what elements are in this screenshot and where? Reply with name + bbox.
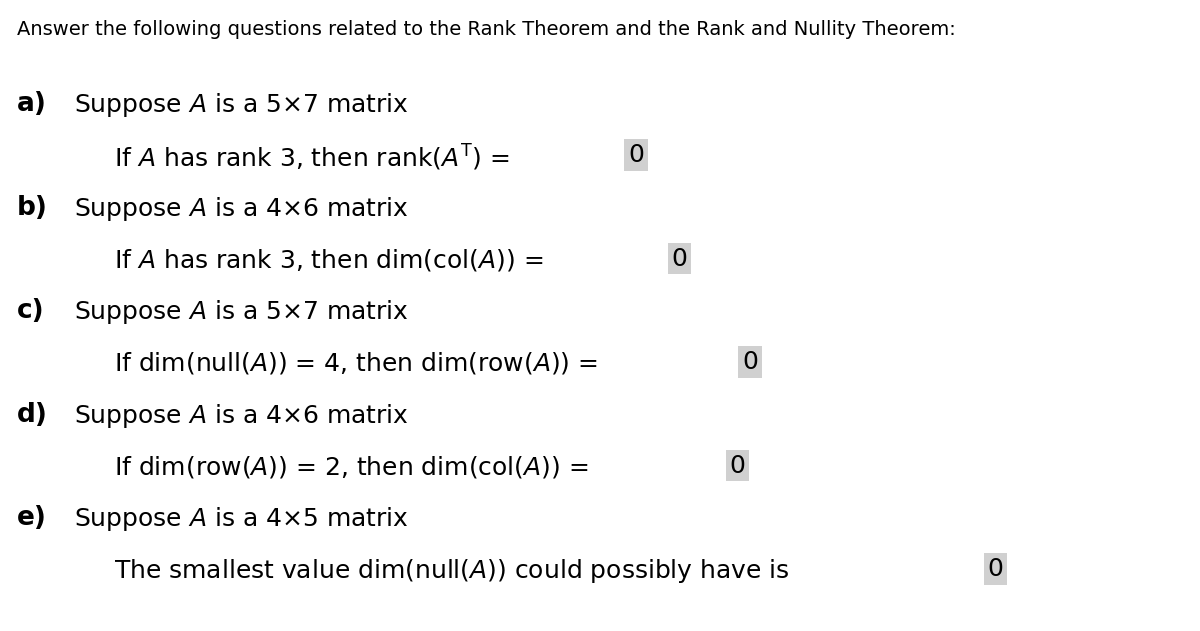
Text: e): e) <box>17 505 47 531</box>
Text: a): a) <box>17 91 47 117</box>
Text: The smallest value dim(null$(A))$ could possibly have is: The smallest value dim(null$(A))$ could … <box>114 557 791 585</box>
Text: c): c) <box>17 298 44 324</box>
Text: 0: 0 <box>988 557 1003 581</box>
Text: If $A$ has rank 3, then rank$(A^{\mathrm{T}})$ =: If $A$ has rank 3, then rank$(A^{\mathrm… <box>114 143 512 174</box>
Text: Suppose $A$ is a 4×5 matrix: Suppose $A$ is a 4×5 matrix <box>74 505 409 533</box>
Text: Answer the following questions related to the Rank Theorem and the Rank and Null: Answer the following questions related t… <box>17 20 955 39</box>
Text: 0: 0 <box>671 247 688 271</box>
Text: Suppose $A$ is a 4×6 matrix: Suppose $A$ is a 4×6 matrix <box>74 402 409 430</box>
Text: 0: 0 <box>628 143 644 167</box>
Text: Suppose $A$ is a 5×7 matrix: Suppose $A$ is a 5×7 matrix <box>74 91 409 119</box>
Text: If dim(row$(A))$ = 2, then dim(col$(A))$ =: If dim(row$(A))$ = 2, then dim(col$(A))$… <box>114 454 592 480</box>
Text: Suppose $A$ is a 4×6 matrix: Suppose $A$ is a 4×6 matrix <box>74 195 409 223</box>
Text: 0: 0 <box>742 350 758 374</box>
Text: If dim(null$(A))$ = 4, then dim(row$(A))$ =: If dim(null$(A))$ = 4, then dim(row$(A))… <box>114 350 601 376</box>
Text: If $A$ has rank 3, then dim(col$(A))$ =: If $A$ has rank 3, then dim(col$(A))$ = <box>114 247 546 273</box>
Text: 0: 0 <box>730 454 745 478</box>
Text: Suppose $A$ is a 5×7 matrix: Suppose $A$ is a 5×7 matrix <box>74 298 409 326</box>
Text: b): b) <box>17 195 48 221</box>
Text: d): d) <box>17 402 48 428</box>
